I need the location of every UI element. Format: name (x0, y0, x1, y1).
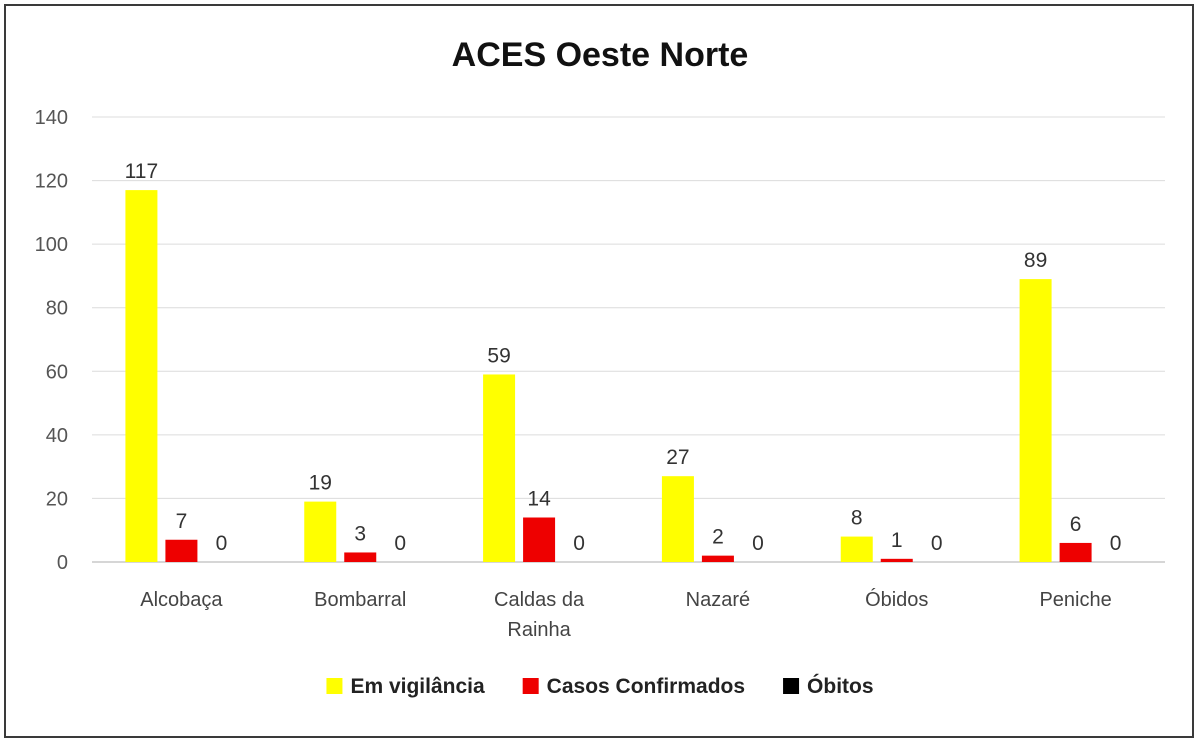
data-label: 0 (931, 532, 943, 555)
bars (125, 190, 1092, 562)
legend-label: Em vigilância (350, 675, 485, 698)
bar-em-vigilância (125, 190, 158, 562)
y-tick-label: 120 (35, 171, 68, 193)
data-label: 0 (752, 532, 764, 555)
data-label: 117 (125, 160, 158, 183)
x-axis: Alcobaça Bombarral Caldas da Rainha Nazaré Ób… (140, 588, 1111, 641)
y-tick-label: 20 (46, 488, 68, 510)
y-tick-label: 60 (46, 361, 68, 383)
legend: Em vigilância Casos Confirmados Óbitos (326, 674, 874, 698)
data-label: 0 (216, 532, 228, 555)
x-tick-label: Óbidos (865, 588, 928, 611)
bar-em-vigilância (483, 374, 516, 562)
data-label: 0 (1110, 532, 1122, 555)
data-label: 8 (851, 507, 863, 530)
bar-casos-confirmados (165, 539, 198, 562)
gridlines (92, 116, 1165, 563)
bar-em-vigilância (304, 501, 337, 562)
data-label: 7 (176, 510, 188, 533)
legend-label: Casos Confirmados (547, 675, 745, 698)
bar-em-vigilância (661, 476, 694, 562)
data-label: 6 (1070, 513, 1082, 536)
bar-casos-confirmados (1059, 542, 1092, 562)
x-tick-label: Nazaré (686, 589, 750, 611)
bar-casos-confirmados (701, 555, 734, 562)
y-tick-label: 40 (46, 425, 68, 447)
x-tick-label: Peniche (1039, 589, 1111, 611)
bar-em-vigilância (1019, 279, 1052, 562)
data-label: 0 (573, 532, 585, 555)
legend-swatch (783, 678, 800, 694)
data-labels: 117 7 0 19 3 0 59 14 0 27 2 0 8 1 0 89 6 0 (125, 160, 1122, 555)
data-label: 89 (1024, 249, 1047, 272)
x-tick-label: Bombarral (314, 589, 406, 611)
bar-casos-confirmados (344, 552, 377, 562)
data-label: 14 (527, 488, 551, 511)
bar-em-vigilância (840, 536, 873, 562)
x-tick-label: Alcobaça (140, 589, 223, 611)
bar-casos-confirmados (523, 517, 556, 562)
legend-swatch (522, 678, 539, 694)
y-tick-label: 100 (35, 234, 68, 256)
y-tick-label: 0 (57, 552, 68, 574)
data-label: 3 (354, 522, 366, 545)
legend-swatch (326, 678, 343, 694)
x-tick-label: Caldas da (494, 589, 585, 611)
y-axis: 0 20 40 60 80 100 120 140 (35, 107, 68, 574)
x-tick-label: Rainha (507, 619, 571, 641)
data-label: 27 (666, 446, 689, 469)
y-tick-label: 80 (46, 298, 68, 320)
data-label: 2 (712, 526, 724, 549)
y-tick-label: 140 (35, 107, 68, 129)
data-label: 1 (891, 529, 903, 552)
data-label: 19 (309, 472, 332, 495)
data-label: 0 (394, 532, 406, 555)
legend-label: Óbitos (807, 674, 874, 698)
bar-casos-confirmados (880, 558, 913, 562)
chart-title: ACES Oeste Norte (452, 36, 749, 74)
data-label: 59 (487, 344, 510, 367)
